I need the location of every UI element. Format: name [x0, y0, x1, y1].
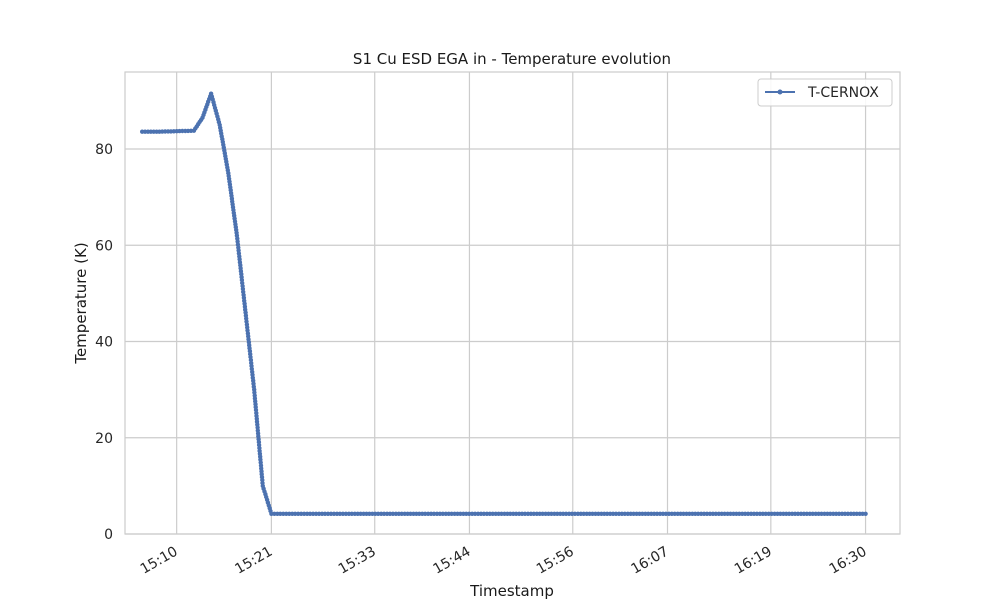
gridlines: [125, 72, 900, 535]
legend: T-CERNOX: [757, 78, 893, 107]
y-tick-label: 20: [95, 431, 113, 447]
y-tick-label: 60: [95, 238, 113, 254]
legend-box: [757, 78, 893, 107]
y-axis-label: Temperature (K): [72, 242, 90, 364]
legend-marker-swatch: [777, 89, 783, 95]
chart-title: S1 Cu ESD EGA in - Temperature evolution: [353, 50, 671, 68]
y-tick-label: 80: [95, 142, 113, 158]
y-axis-ticks: 0 20 40 60 80: [95, 142, 113, 543]
y-tick-label: 40: [95, 335, 113, 351]
x-axis-label: Timestamp: [469, 582, 554, 600]
legend-label: T-CERNOX: [807, 85, 879, 101]
data-series: [140, 91, 868, 516]
data-point: [863, 511, 868, 516]
plot-area-frame: [124, 71, 901, 535]
y-tick-label: 0: [104, 527, 113, 543]
